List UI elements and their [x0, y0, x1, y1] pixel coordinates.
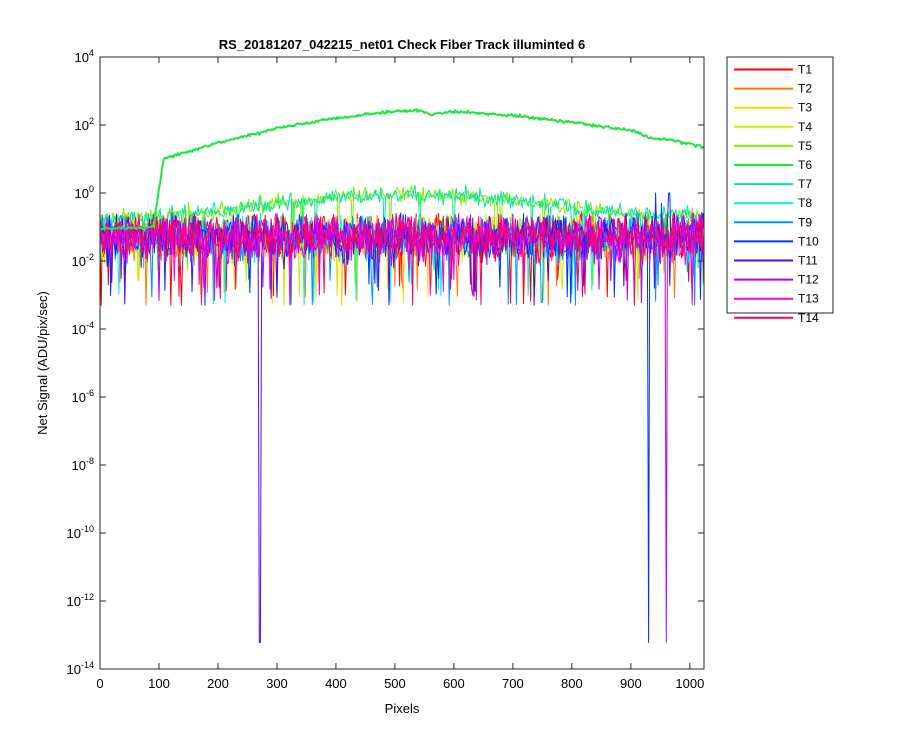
x-tick-label: 200 — [207, 676, 229, 691]
series-line-t6 — [100, 108, 704, 231]
legend-label-t6: T6 — [798, 158, 812, 172]
x-tick-label: 500 — [384, 676, 406, 691]
y-tick-label: 102 — [75, 116, 94, 133]
y-tick-label: 10-10 — [67, 524, 94, 541]
series-line-t13 — [100, 212, 704, 306]
legend: T1 T2 T3 T4 T5 T6 T7 T8 T9 T10 T11 T12 T13 T14 — [726, 56, 834, 325]
y-tick-label: 104 — [75, 48, 94, 65]
x-axis: 0 100 200 300 400 500 600 700 800 900 1000 — [96, 57, 704, 691]
y-axis-label: Net Signal (ADU/pix/sec) — [35, 291, 50, 435]
legend-label-t9: T9 — [798, 215, 812, 229]
x-tick-label: 700 — [502, 676, 524, 691]
legend-label-t4: T4 — [798, 120, 812, 134]
x-tick-label: 800 — [561, 676, 583, 691]
legend-label-t3: T3 — [798, 101, 812, 115]
series-line-t12 — [100, 212, 704, 643]
series-line-t14 — [100, 212, 704, 306]
x-axis-label: Pixels — [385, 701, 420, 716]
y-axis: 104 102 100 10-2 10-4 10-6 10-8 10-10 10-12 10-14 — [67, 48, 704, 677]
legend-label-t11: T11 — [798, 254, 818, 268]
y-tick-label: 10-6 — [72, 388, 94, 405]
y-tick-label: 10-14 — [67, 660, 94, 677]
legend-label-t1: T1 — [798, 63, 812, 77]
y-tick-label: 100 — [75, 184, 94, 201]
legend-label-t7: T7 — [798, 177, 812, 191]
y-tick-label: 10-2 — [72, 252, 94, 269]
x-tick-label: 100 — [148, 676, 170, 691]
legend-label-t10: T10 — [798, 234, 819, 248]
y-tick-label: 10-12 — [67, 592, 94, 609]
series-lines — [100, 108, 704, 643]
legend-label-t2: T2 — [798, 82, 812, 96]
y-tick-label: 10-8 — [72, 456, 94, 473]
legend-label-t13: T13 — [798, 292, 819, 306]
x-tick-label: 400 — [325, 676, 347, 691]
y-tick-label: 10-4 — [72, 320, 94, 337]
series-line-t7 — [100, 184, 704, 276]
legend-label-t12: T12 — [798, 273, 819, 287]
x-tick-label: 600 — [443, 676, 465, 691]
plot-area — [100, 57, 704, 669]
legend-label-t14: T14 — [798, 311, 819, 325]
legend-label-t8: T8 — [798, 196, 812, 210]
legend-label-t5: T5 — [798, 139, 812, 153]
x-tick-label: 0 — [96, 676, 103, 691]
x-tick-label: 900 — [620, 676, 642, 691]
x-tick-label: 1000 — [675, 676, 704, 691]
plot-frame — [99, 56, 705, 670]
chart-title: RS_20181207_042215_net01 Check Fiber Tra… — [219, 37, 585, 52]
x-tick-label: 300 — [266, 676, 288, 691]
